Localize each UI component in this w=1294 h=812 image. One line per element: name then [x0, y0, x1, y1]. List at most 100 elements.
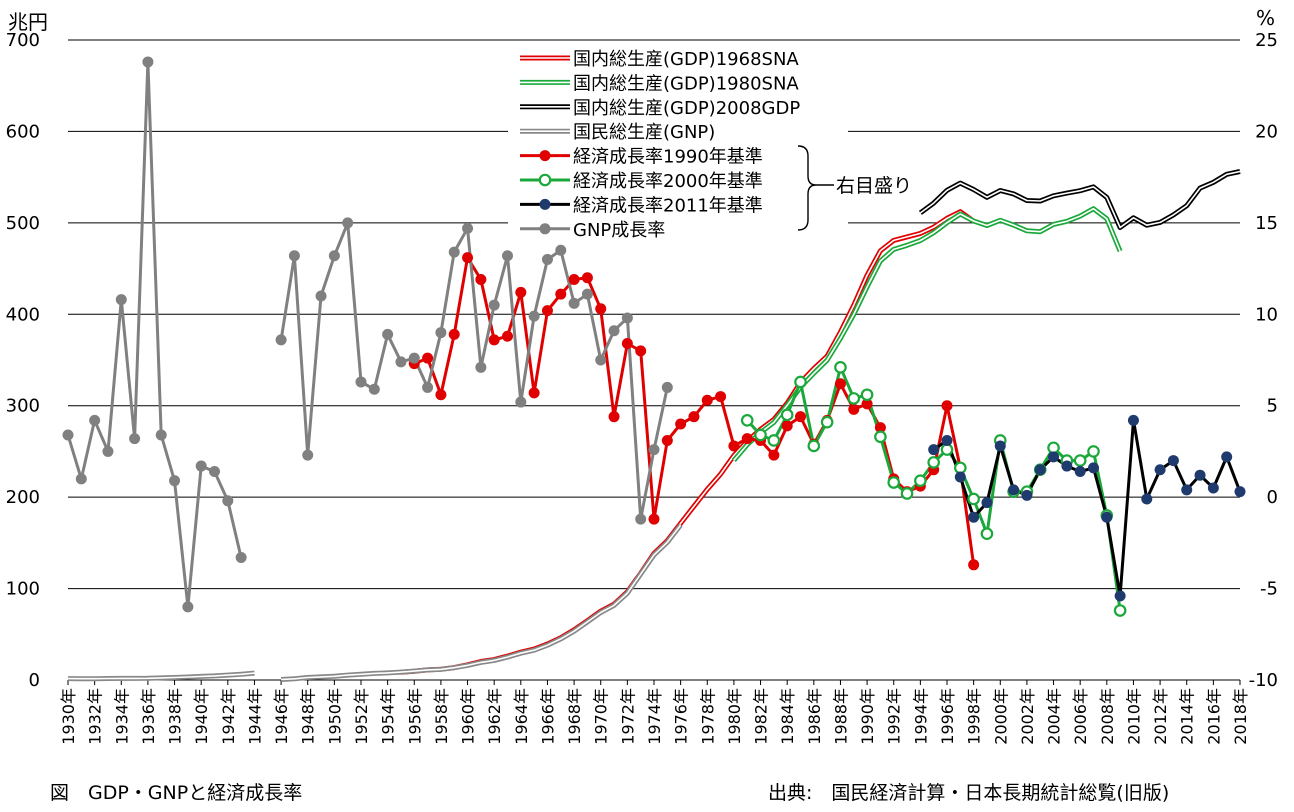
x-tick-label: 2012年	[1151, 688, 1170, 745]
data-point	[342, 217, 354, 229]
x-tick-label: 1984年	[778, 688, 797, 745]
x-tick-label: 1972年	[618, 688, 637, 745]
x-tick-label: 1944年	[245, 688, 264, 745]
data-point	[1061, 460, 1073, 472]
data-point	[621, 338, 633, 350]
data-point	[621, 312, 633, 324]
x-tick-label: 1968年	[565, 688, 584, 745]
data-point	[1154, 464, 1166, 476]
legend-marker	[539, 198, 551, 210]
data-point	[874, 430, 887, 444]
data-point	[328, 250, 340, 262]
data-point	[1207, 482, 1219, 494]
data-point	[581, 272, 593, 284]
data-point	[448, 328, 460, 340]
x-tick-label: 1948年	[299, 688, 318, 745]
series-line	[746, 365, 1122, 611]
data-point	[435, 389, 447, 401]
x-tick-label: 1998年	[965, 688, 984, 745]
legend-label: 国民総生産(GNP)	[573, 122, 715, 143]
data-point	[847, 392, 861, 405]
figure-title: 図 GDP・GNPと経済成長率	[50, 782, 303, 804]
right-tick-label: 5	[1267, 396, 1278, 417]
data-point	[740, 414, 754, 427]
series-line-outer	[400, 209, 976, 675]
series-line	[66, 60, 243, 609]
data-point	[834, 378, 846, 390]
series-line-inner	[67, 672, 255, 680]
x-tick-label: 1932年	[86, 688, 105, 745]
data-point	[355, 376, 367, 388]
left-tick-label: 600	[6, 121, 40, 142]
data-point	[1181, 484, 1193, 496]
x-tick-label: 2002年	[1018, 688, 1037, 745]
x-tick-label: 2008年	[1098, 688, 1117, 745]
legend: 国内総生産(GDP)1968SNA 国内総生産(GDP)1980SNA 国内総生産(…	[508, 44, 912, 241]
data-point	[555, 244, 567, 256]
x-tick-label: 1970年	[592, 688, 611, 745]
right-tick-label: 10	[1255, 304, 1278, 325]
data-point	[89, 414, 101, 426]
series-line-inner	[281, 524, 682, 681]
data-point	[780, 408, 794, 422]
data-point	[887, 476, 901, 489]
data-point	[368, 383, 380, 395]
x-tick-label: 2016年	[1204, 688, 1223, 745]
data-point	[475, 361, 487, 373]
x-tick-label: 1962年	[485, 688, 504, 745]
data-point	[754, 428, 767, 442]
data-point	[555, 288, 567, 300]
data-point	[661, 434, 673, 446]
data-point	[608, 325, 620, 337]
legend-label: 国内総生産(GDP)1980SNA	[573, 73, 799, 94]
right-tick-label: 20	[1255, 121, 1278, 142]
left-tick-label: 200	[6, 487, 40, 508]
data-point	[941, 400, 953, 412]
left-axis-unit: 兆円	[8, 10, 48, 34]
left-tick-label: 0	[29, 670, 40, 691]
data-point	[115, 294, 127, 306]
x-tick-label: 1960年	[459, 688, 478, 745]
data-point	[834, 361, 847, 374]
data-point	[1047, 441, 1060, 455]
data-point	[794, 375, 807, 389]
data-point	[142, 56, 154, 68]
data-point	[1021, 489, 1033, 501]
data-point	[1048, 451, 1060, 463]
data-point	[994, 440, 1006, 452]
right-tick-label: 15	[1255, 213, 1278, 234]
data-point	[515, 286, 527, 298]
legend-background	[508, 44, 848, 240]
x-tick-label: 1956年	[405, 688, 424, 745]
data-point	[981, 497, 993, 509]
legend-marker	[539, 223, 551, 235]
data-point	[1127, 414, 1139, 426]
data-point	[1101, 511, 1113, 523]
data-point	[222, 495, 234, 507]
data-point	[1221, 451, 1233, 463]
data-point	[781, 420, 793, 432]
data-point	[1113, 604, 1127, 617]
data-point	[595, 303, 607, 315]
data-point	[568, 274, 580, 286]
source-note: 出典: 国民経済計算・日本長期統計総覧(旧版)	[768, 782, 1170, 804]
data-point	[900, 487, 914, 500]
data-point	[75, 473, 87, 485]
data-point	[795, 411, 806, 423]
data-point	[635, 513, 647, 525]
x-tick-label: 1938年	[166, 688, 185, 745]
x-tick-label: 1946年	[272, 688, 291, 745]
legend-label: 経済成長率2011年基準	[573, 195, 763, 216]
data-point	[195, 460, 207, 472]
x-tick-label: 2014年	[1178, 688, 1197, 745]
data-point	[967, 492, 980, 506]
marker-layer	[62, 56, 1246, 617]
data-point	[648, 513, 660, 525]
series-line-inner	[400, 210, 975, 674]
legend-marker	[539, 150, 551, 162]
x-tick-label: 2018年	[1231, 688, 1250, 745]
data-point	[528, 310, 540, 322]
data-point	[1073, 454, 1087, 467]
data-point	[408, 352, 420, 364]
left-tick-label: 500	[6, 213, 40, 234]
